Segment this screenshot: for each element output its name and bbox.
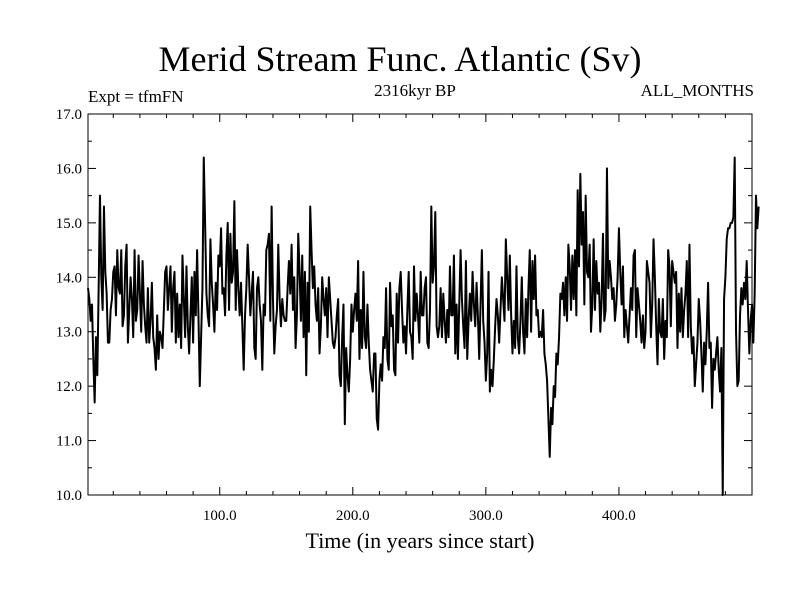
x-tick-label: 100.0 — [203, 508, 237, 524]
y-tick-label: 15.0 — [56, 216, 82, 232]
plot-frame — [87, 113, 753, 496]
x-tick-label: 300.0 — [469, 508, 503, 524]
y-tick-label: 13.0 — [56, 325, 82, 341]
y-tick-label: 16.0 — [56, 161, 82, 177]
series-line — [87, 156, 760, 496]
y-tick-label: 14.0 — [56, 270, 82, 286]
experiment-label: Expt = tfmFN — [88, 87, 184, 106]
x-axis-label: Time (in years since start) — [305, 528, 535, 553]
chart-subtitle: 2316kyr BP — [374, 81, 456, 100]
y-tick-label: 11.0 — [56, 434, 82, 450]
y-tick-label: 17.0 — [56, 107, 82, 123]
months-label: ALL_MONTHS — [640, 81, 754, 100]
x-tick-label: 400.0 — [602, 508, 636, 524]
chart-title: Merid Stream Func. Atlantic (Sv) — [158, 39, 642, 79]
x-tick-label: 200.0 — [336, 508, 370, 524]
y-tick-label: 12.0 — [56, 379, 82, 395]
y-tick-label: 10.0 — [56, 488, 82, 504]
